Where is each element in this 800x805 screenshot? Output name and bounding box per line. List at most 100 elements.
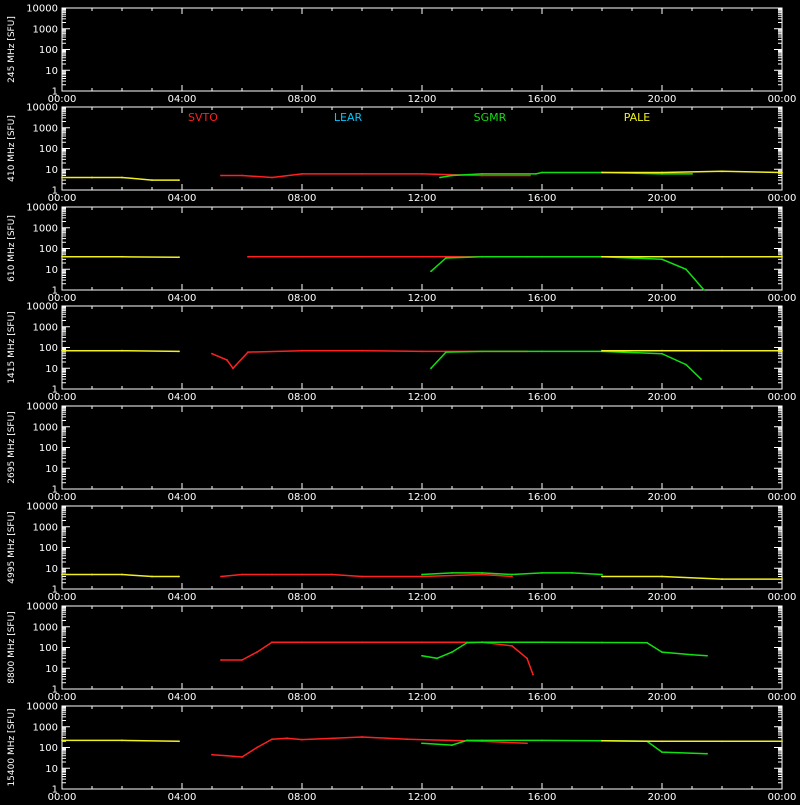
data-point-pale [721, 256, 723, 258]
x-tick-label: 12:00 [408, 193, 437, 204]
data-point-pale [781, 350, 783, 352]
data-point-sgmr [706, 655, 708, 657]
data-point-sgmr [706, 753, 708, 755]
data-point-sgmr [481, 256, 483, 258]
y-tick-label: 100 [39, 45, 58, 56]
y-tick-label: 1000 [33, 622, 58, 633]
data-point-sgmr [481, 351, 483, 353]
x-tick-label: 08:00 [288, 692, 317, 703]
y-tick-label: 1000 [33, 422, 58, 433]
data-point-svto [532, 674, 534, 676]
data-point-pale [61, 350, 63, 352]
y-tick-label: 100 [39, 343, 58, 354]
data-point-svto [232, 367, 234, 369]
data-point-pale [178, 179, 180, 181]
x-tick-label: 08:00 [288, 592, 317, 603]
x-tick-label: 16:00 [528, 692, 557, 703]
data-point-svto [361, 256, 363, 258]
data-point-pale [661, 740, 663, 742]
data-point-svto [301, 350, 303, 352]
y-tick-label: 10000 [26, 203, 58, 214]
x-tick-label: 04:00 [168, 592, 197, 603]
data-point-pale [151, 179, 153, 181]
y-tick-label: 1000 [33, 722, 58, 733]
data-point-svto [241, 659, 243, 661]
data-point-pale [151, 576, 153, 578]
data-point-sgmr [430, 367, 432, 369]
data-point-pale [121, 350, 123, 352]
x-tick-label: 16:00 [528, 592, 557, 603]
y-tick-label: 10 [45, 664, 58, 675]
data-point-pale [121, 740, 123, 742]
data-point-sgmr [421, 574, 423, 576]
series-line-svto [212, 351, 527, 369]
x-tick-label: 12:00 [408, 592, 437, 603]
x-tick-label: 16:00 [528, 792, 557, 800]
data-point-svto [241, 175, 243, 177]
x-tick-label: 00:00 [768, 692, 797, 703]
data-point-pale [61, 740, 63, 742]
data-point-sgmr [439, 177, 441, 179]
data-point-svto [361, 350, 363, 352]
data-point-pale [121, 256, 123, 258]
y-axis-label: 410 MHz [SFU] [7, 115, 17, 182]
x-tick-label: 00:00 [768, 592, 797, 603]
data-point-sgmr [421, 655, 423, 657]
panel-frame [62, 706, 782, 789]
y-tick-label: 10 [45, 464, 58, 475]
y-tick-label: 10000 [26, 602, 58, 613]
y-tick-label: 1000 [33, 123, 58, 134]
data-point-sgmr [700, 378, 702, 380]
data-point-sgmr [481, 173, 483, 175]
x-tick-label: 12:00 [408, 492, 437, 503]
data-point-pale [601, 740, 603, 742]
series-line-sgmr [431, 351, 701, 379]
data-point-svto [511, 645, 513, 647]
data-point-svto [286, 737, 288, 739]
legend-svto: SVTO [188, 111, 218, 124]
data-point-svto [241, 756, 243, 758]
x-tick-label: 00:00 [768, 492, 797, 503]
data-point-pale [721, 578, 723, 580]
y-axis-label: 610 MHz [SFU] [7, 215, 17, 282]
data-point-pale [121, 574, 123, 576]
data-point-svto [271, 574, 273, 576]
x-tick-label: 08:00 [288, 193, 317, 204]
x-tick-label: 16:00 [528, 293, 557, 304]
series-line-sgmr [422, 642, 707, 658]
data-point-svto [421, 256, 423, 258]
y-tick-label: 10 [45, 265, 58, 276]
data-point-svto [211, 754, 213, 756]
x-tick-label: 12:00 [408, 792, 437, 800]
data-point-sgmr [421, 742, 423, 744]
y-axis-label: 2695 MHz [SFU] [7, 411, 17, 483]
data-point-sgmr [451, 651, 453, 653]
data-point-svto [241, 574, 243, 576]
data-point-pale [61, 256, 63, 258]
y-axis-label: 245 MHz [SFU] [7, 16, 17, 83]
data-point-svto [271, 177, 273, 179]
data-point-svto [421, 641, 423, 643]
data-point-pale [91, 574, 93, 576]
legend-lear: LEAR [334, 111, 363, 124]
data-point-svto [421, 351, 423, 353]
y-tick-label: 10000 [26, 4, 58, 15]
data-point-svto [247, 351, 249, 353]
data-point-sgmr [661, 751, 663, 753]
x-tick-label: 20:00 [648, 392, 677, 403]
x-tick-label: 04:00 [168, 492, 197, 503]
x-tick-label: 04:00 [168, 293, 197, 304]
series-line-svto [221, 642, 533, 674]
panel-frame [62, 306, 782, 389]
series-line-pale [62, 740, 179, 741]
y-tick-label: 10 [45, 764, 58, 775]
y-axis-label: 4995 MHz [SFU] [7, 511, 17, 583]
series-line-sgmr [422, 740, 707, 753]
y-axis-label: 1415 MHz [SFU] [7, 311, 17, 383]
series-line-pale [62, 351, 179, 352]
y-tick-label: 100 [39, 443, 58, 454]
data-point-sgmr [571, 572, 573, 574]
data-point-svto [301, 739, 303, 741]
